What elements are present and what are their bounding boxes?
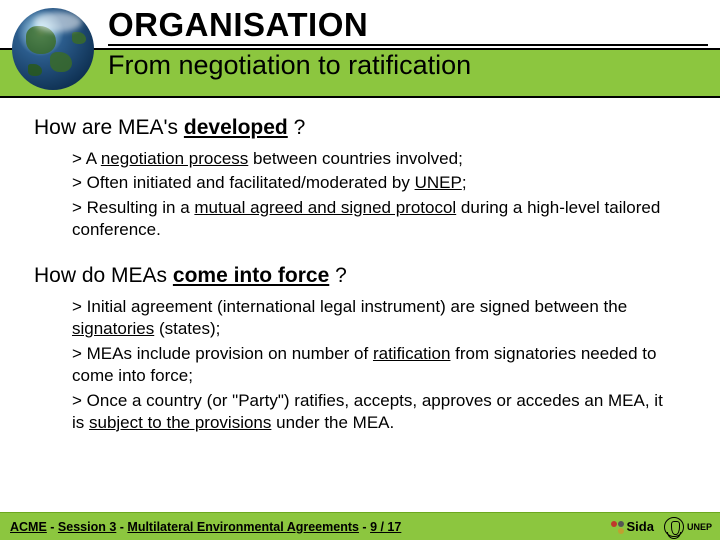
unep-label: UNEP [687, 522, 712, 532]
bullet-underline: mutual agreed and signed protocol [194, 198, 456, 217]
slide-title: ORGANISATION [108, 6, 708, 44]
bullet-item: > MEAs include provision on number of ra… [72, 343, 668, 388]
bullet-text: > Initial agreement (international legal… [72, 297, 627, 316]
bullet-underline: signatories [72, 319, 154, 338]
question-2-pre: How do MEAs [34, 264, 173, 287]
bullet-item: > Initial agreement (international legal… [72, 296, 668, 341]
unep-logo: UNEP [664, 517, 712, 537]
unep-emblem-icon [664, 517, 684, 537]
bullet-text: (states); [154, 319, 220, 338]
footer-breadcrumb: ACME - Session 3 - Multilateral Environm… [10, 520, 610, 534]
bullet-item: > Once a country (or "Party") ratifies, … [72, 390, 668, 435]
bullet-item: > Often initiated and facilitated/modera… [72, 172, 668, 194]
sida-mark-icon [610, 520, 624, 534]
question-1-keyword: developed [184, 116, 288, 139]
footer-sep: - [359, 520, 370, 534]
footer-logos: Sida UNEP [610, 517, 712, 537]
bullets-2: > Initial agreement (international legal… [34, 296, 686, 435]
question-1: How are MEA's developed ? [34, 116, 686, 140]
bullet-underline: subject to the provisions [89, 413, 271, 432]
slide-header: ORGANISATION From negotiation to ratific… [0, 0, 720, 98]
slide-subtitle: From negotiation to ratification [108, 50, 708, 81]
bullet-text: under the MEA. [271, 413, 394, 432]
question-2-post: ? [329, 264, 347, 287]
bullet-text: > MEAs include provision on number of [72, 344, 373, 363]
question-2: How do MEAs come into force ? [34, 264, 686, 288]
bullet-underline: ratification [373, 344, 450, 363]
title-block: ORGANISATION From negotiation to ratific… [108, 6, 708, 81]
footer-seg: Multilateral Environmental Agreements [127, 520, 359, 534]
bullet-text: > Resulting in a [72, 198, 194, 217]
sida-logo: Sida [610, 519, 654, 534]
bullet-underline: UNEP [415, 173, 462, 192]
bullet-text: between countries involved; [248, 149, 463, 168]
bullets-1: > A negotiation process between countrie… [34, 148, 686, 242]
bullet-text: > A [72, 149, 101, 168]
footer-sep: - [116, 520, 127, 534]
bullet-text: ; [462, 173, 467, 192]
title-underline [108, 44, 708, 46]
footer-page: 9 / 17 [370, 520, 401, 534]
bullet-text: > Often initiated and facilitated/modera… [72, 173, 415, 192]
slide-footer: ACME - Session 3 - Multilateral Environm… [0, 512, 720, 540]
footer-seg: ACME [10, 520, 47, 534]
bullet-item: > Resulting in a mutual agreed and signe… [72, 197, 668, 242]
slide-content: How are MEA's developed ? > A negotiatio… [0, 98, 720, 434]
footer-sep: - [47, 520, 58, 534]
question-2-keyword: come into force [173, 264, 329, 287]
earth-globe-icon [12, 8, 94, 90]
question-1-post: ? [288, 116, 306, 139]
question-1-pre: How are MEA's [34, 116, 184, 139]
bullet-item: > A negotiation process between countrie… [72, 148, 668, 170]
sida-label: Sida [627, 519, 654, 534]
footer-seg: Session 3 [58, 520, 116, 534]
bullet-underline: negotiation process [101, 149, 248, 168]
